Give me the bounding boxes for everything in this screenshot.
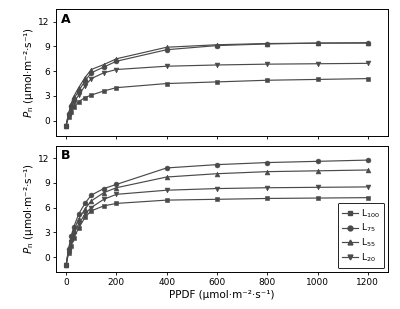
Y-axis label: $P_{\rm n}$ (μmol·m⁻²·s⁻¹): $P_{\rm n}$ (μmol·m⁻²·s⁻¹) — [22, 163, 36, 254]
Y-axis label: $P_{\rm n}$ (μmol·m⁻²·s⁻¹): $P_{\rm n}$ (μmol·m⁻²·s⁻¹) — [22, 27, 36, 118]
X-axis label: PPDF (μmol·m⁻²·s⁻¹): PPDF (μmol·m⁻²·s⁻¹) — [169, 290, 275, 300]
Text: A: A — [61, 13, 71, 26]
Legend: L$_{100}$, L$_{75}$, L$_{55}$, L$_{20}$: L$_{100}$, L$_{75}$, L$_{55}$, L$_{20}$ — [338, 202, 384, 268]
Text: B: B — [61, 150, 70, 163]
